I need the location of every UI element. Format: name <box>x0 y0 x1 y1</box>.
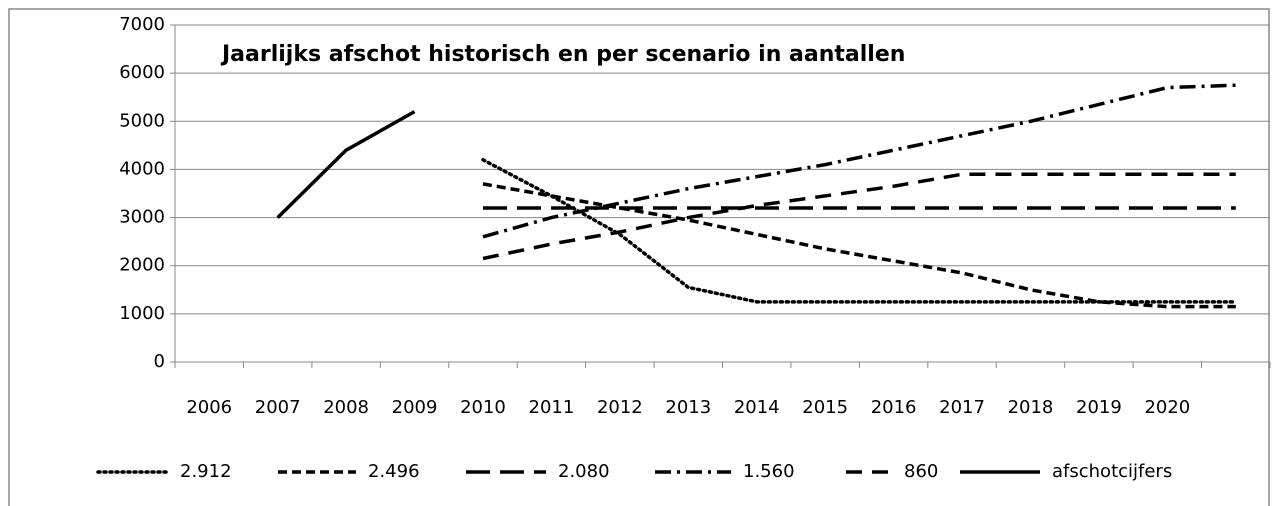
y-tick-label: 7000 <box>119 14 165 35</box>
x-tick-label: 2011 <box>529 397 575 418</box>
x-tick-label: 2008 <box>323 397 369 418</box>
series-line <box>482 172 1236 261</box>
legend-label: afschotcijfers <box>1052 461 1172 482</box>
legend-label: 2.496 <box>368 461 420 482</box>
legend-label: 860 <box>904 461 938 482</box>
x-tick-label: 2006 <box>186 397 232 418</box>
x-tick-label: 2020 <box>1144 397 1190 418</box>
y-tick-label: 4000 <box>119 158 165 179</box>
x-tick-label: 2015 <box>802 397 848 418</box>
legend-label: 2.080 <box>558 461 610 482</box>
x-tick-label: 2010 <box>460 397 506 418</box>
legend-label: 1.560 <box>743 461 795 482</box>
x-tick-label: 2016 <box>871 397 917 418</box>
x-tick-label: 2013 <box>665 397 711 418</box>
series-line <box>276 110 416 219</box>
y-tick-label: 6000 <box>119 62 165 83</box>
x-tick-label: 2007 <box>255 397 301 418</box>
x-tick-label: 2019 <box>1076 397 1122 418</box>
x-tick-label: 2009 <box>392 397 438 418</box>
x-tick-label: 2018 <box>1008 397 1054 418</box>
x-tick-label: 2012 <box>597 397 643 418</box>
legend-label: 2.912 <box>180 461 232 482</box>
x-tick-label: 2017 <box>939 397 985 418</box>
chart-frame <box>8 8 1270 506</box>
x-tick-label: 2014 <box>734 397 780 418</box>
y-tick-label: 5000 <box>119 110 165 131</box>
series-line <box>482 83 1236 239</box>
chart-title: Jaarlijks afschot historisch en per scen… <box>220 42 905 67</box>
y-tick-label: 2000 <box>119 255 165 276</box>
y-tick-label: 0 <box>154 351 165 372</box>
y-tick-label: 1000 <box>119 303 165 324</box>
y-tick-label: 3000 <box>119 207 165 228</box>
